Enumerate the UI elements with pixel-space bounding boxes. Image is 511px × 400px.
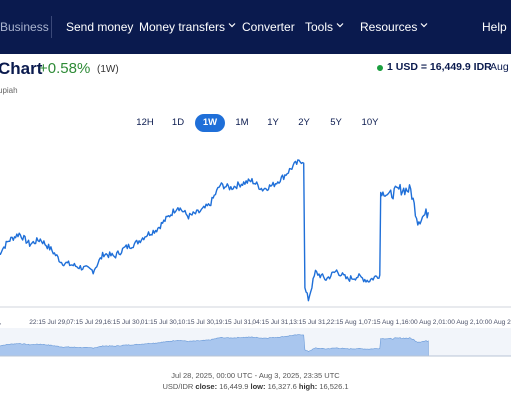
chevron-down-icon bbox=[228, 23, 236, 28]
date-range-text: Jul 28, 2025, 00:00 UTC - Aug 3, 2025, 2… bbox=[171, 371, 340, 380]
x-tick-label: 28, bbox=[0, 319, 1, 326]
tab-1y[interactable]: 1Y bbox=[267, 117, 279, 128]
x-tick-label: 07:15 Aug 1, bbox=[364, 319, 401, 326]
tab-1w[interactable]: 1W bbox=[195, 114, 225, 132]
x-tick-label: 01:00 Aug 2, bbox=[438, 319, 475, 326]
close-label: close: bbox=[195, 382, 218, 391]
chart-subtitle: upiah bbox=[0, 86, 18, 95]
tab-10y[interactable]: 10Y bbox=[361, 117, 379, 128]
x-tick-label: 16:00 Aug 2, bbox=[401, 319, 438, 326]
current-rate: 1 USD = 16,449.9 IDR bbox=[387, 61, 492, 73]
low-value: 16,327.6 bbox=[267, 382, 297, 391]
nav-resources[interactable]: Resources bbox=[360, 19, 428, 35]
x-tick-label: 04:15 Jul 31, bbox=[252, 319, 290, 326]
change-percent: +0.58% bbox=[39, 60, 91, 77]
chevron-down-icon bbox=[336, 23, 344, 28]
live-rate-dot bbox=[377, 65, 383, 71]
tab-12h[interactable]: 12H bbox=[136, 117, 154, 128]
x-tick-label: 10:00 Aug 2, bbox=[476, 319, 511, 326]
pair-label: USD/IDR bbox=[162, 382, 194, 391]
change-range: (1W) bbox=[97, 64, 119, 75]
tab-5y[interactable]: 5Y bbox=[330, 117, 342, 128]
nav-send-money[interactable]: Send money bbox=[66, 20, 134, 34]
x-tick-label: 07:15 Jul 29, bbox=[66, 319, 104, 326]
x-tick-labels: 28, 22:15 Jul 29,07:15 Jul 29,16:15 Jul 3… bbox=[0, 319, 511, 326]
chevron-down-icon bbox=[420, 23, 428, 28]
nav-resources-label: Resources bbox=[360, 20, 418, 34]
x-tick-label: 19:15 Jul 31, bbox=[215, 319, 253, 326]
chart-title: Chart bbox=[0, 59, 43, 78]
nav-converter[interactable]: Converter bbox=[242, 20, 295, 34]
nav-money-transfers-label: Money transfers bbox=[139, 20, 226, 34]
nav-tools[interactable]: Tools bbox=[305, 19, 344, 35]
x-tick-label: 22:15 Aug 1, bbox=[327, 319, 364, 326]
close-value: 16,449.9 bbox=[219, 382, 249, 391]
tab-1m[interactable]: 1M bbox=[235, 117, 249, 128]
low-label: low: bbox=[250, 382, 266, 391]
series-line-usd-idr bbox=[0, 159, 429, 302]
high-label: high: bbox=[298, 382, 318, 391]
x-tick-label: 16:15 Jul 30, bbox=[104, 319, 142, 326]
x-tick-label: 22:15 Jul 29, bbox=[29, 319, 67, 326]
nav-divider bbox=[51, 16, 52, 38]
nav-money-transfers[interactable]: Money transfers bbox=[139, 19, 236, 35]
high-value: 16,526.1 bbox=[319, 382, 349, 391]
x-tick-label: 13:15 Jul 31, bbox=[290, 319, 328, 326]
nav-help[interactable]: Help bbox=[482, 20, 507, 34]
ohlc-summary: USD/IDR close: 16,449.9 low: 16,327.6 hi… bbox=[0, 382, 511, 391]
tab-2y[interactable]: 2Y bbox=[298, 117, 310, 128]
navigator-area bbox=[0, 334, 429, 357]
x-tick-label: 01:15 Jul 30, bbox=[141, 319, 179, 326]
top-nav: Business Send money Money transfers Conv… bbox=[0, 0, 511, 54]
tab-1d[interactable]: 1D bbox=[171, 117, 185, 128]
x-tick-label: 10:15 Jul 30, bbox=[178, 319, 216, 326]
nav-tools-label: Tools bbox=[305, 20, 334, 34]
nav-business[interactable]: Business bbox=[0, 20, 49, 34]
rate-date: Aug bbox=[490, 61, 509, 73]
